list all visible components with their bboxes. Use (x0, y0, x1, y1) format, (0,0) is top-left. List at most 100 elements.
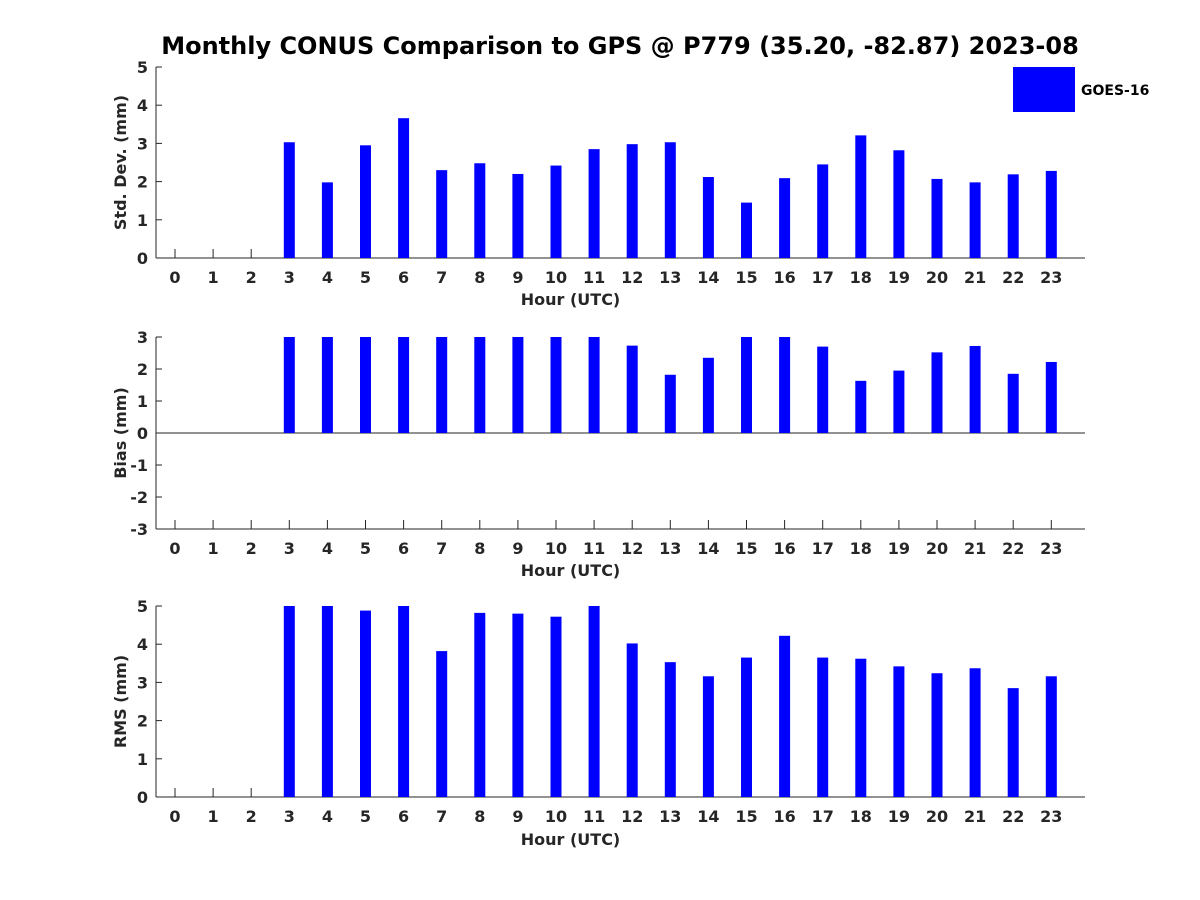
y-tick-label: 2 (137, 360, 148, 379)
bar-hour-15 (741, 202, 752, 258)
x-tick-label: 7 (436, 539, 447, 558)
legend: GOES-16 (1013, 67, 1149, 112)
bar-hour-21 (969, 182, 981, 258)
x-tick-label: 20 (926, 807, 948, 826)
x-tick-label: 14 (697, 268, 719, 287)
x-tick-label: 1 (208, 539, 219, 558)
x-tick-label: 17 (812, 807, 834, 826)
x-tick-label: 4 (322, 807, 333, 826)
x-tick-label: 10 (545, 807, 567, 826)
y-tick-label: 5 (137, 597, 148, 616)
x-tick-label: 11 (583, 268, 605, 287)
legend-swatch-goes16 (1013, 67, 1075, 112)
x-tick-label: 8 (474, 807, 485, 826)
bar-hour-7 (436, 337, 448, 433)
y-tick-label: 2 (137, 173, 148, 192)
bar-hour-8 (474, 337, 486, 433)
x-tick-label: 20 (926, 539, 948, 558)
x-tick-label: 10 (545, 268, 567, 287)
x-tick-label: 21 (964, 539, 986, 558)
x-tick-label: 18 (850, 807, 872, 826)
x-tick-label: 4 (322, 539, 333, 558)
x-tick-label: 14 (697, 539, 719, 558)
y-tick-label: 3 (137, 328, 148, 347)
x-tick-label: 9 (512, 268, 523, 287)
bar-hour-16 (779, 337, 791, 433)
y-axis-label: Std. Dev. (mm) (111, 95, 130, 230)
x-tick-label: 7 (436, 807, 447, 826)
x-tick-label: 16 (773, 807, 795, 826)
x-axis-label: Hour (UTC) (521, 561, 621, 580)
x-tick-label: 6 (398, 539, 409, 558)
x-tick-label: 23 (1040, 807, 1062, 826)
x-tick-label: 1 (208, 268, 219, 287)
x-tick-label: 12 (621, 539, 643, 558)
x-tick-label: 17 (812, 268, 834, 287)
bar-hour-14 (702, 177, 714, 258)
legend-label-goes16: GOES-16 (1081, 83, 1149, 99)
x-tick-label: 4 (322, 268, 333, 287)
bar-hour-22 (1007, 373, 1019, 433)
y-tick-label: 0 (137, 249, 148, 268)
bar-hour-4 (321, 337, 333, 433)
bar-hour-6 (398, 337, 410, 433)
x-tick-label: 14 (697, 807, 719, 826)
bar-hour-12 (626, 144, 638, 258)
bar-hour-14 (702, 676, 714, 797)
bar-hour-17 (817, 164, 829, 258)
x-tick-label: 13 (659, 268, 681, 287)
x-tick-label: 11 (583, 539, 605, 558)
bar-hour-14 (702, 357, 714, 433)
x-tick-label: 5 (360, 539, 371, 558)
x-tick-label: 21 (964, 268, 986, 287)
bar-hour-23 (1045, 170, 1057, 258)
y-tick-label: 4 (137, 635, 148, 654)
bar-hour-17 (817, 346, 829, 433)
bar-hour-7 (436, 651, 448, 797)
bar-hour-15 (741, 337, 752, 433)
x-tick-label: 3 (284, 807, 295, 826)
x-tick-label: 15 (735, 268, 757, 287)
bar-hour-11 (588, 606, 600, 797)
x-tick-label: 1 (208, 807, 219, 826)
y-tick-label: -3 (130, 520, 148, 539)
y-tick-label: 3 (137, 673, 148, 692)
x-tick-label: 22 (1002, 539, 1024, 558)
x-tick-label: 11 (583, 807, 605, 826)
x-tick-label: 2 (246, 268, 257, 287)
bar-hour-3 (283, 142, 295, 258)
x-tick-label: 23 (1040, 268, 1062, 287)
bar-hour-5 (360, 610, 371, 797)
bar-hour-12 (626, 345, 638, 433)
x-tick-label: 0 (169, 539, 180, 558)
x-tick-label: 3 (284, 268, 295, 287)
x-tick-label: 9 (512, 539, 523, 558)
bar-hour-5 (360, 145, 371, 258)
bar-hour-19 (893, 150, 905, 258)
y-axis-label: RMS (mm) (111, 655, 130, 748)
bar-hour-7 (436, 170, 448, 258)
x-tick-label: 20 (926, 268, 948, 287)
bar-hour-12 (626, 643, 638, 797)
bar-hour-19 (893, 370, 905, 433)
x-tick-label: 22 (1002, 268, 1024, 287)
bar-hour-10 (550, 165, 562, 258)
x-tick-label: 15 (735, 807, 757, 826)
x-tick-label: 19 (888, 807, 910, 826)
x-tick-label: 10 (545, 539, 567, 558)
bar-hour-18 (855, 135, 867, 258)
bar-hour-8 (474, 163, 486, 258)
y-tick-label: 1 (137, 392, 148, 411)
x-tick-label: 12 (621, 807, 643, 826)
y-tick-label: 1 (137, 211, 148, 230)
x-tick-label: 3 (284, 539, 295, 558)
bar-hour-10 (550, 616, 562, 797)
bar-hour-21 (969, 345, 981, 433)
bar-hour-20 (931, 352, 943, 433)
x-tick-label: 8 (474, 539, 485, 558)
x-axis-label: Hour (UTC) (521, 290, 621, 309)
